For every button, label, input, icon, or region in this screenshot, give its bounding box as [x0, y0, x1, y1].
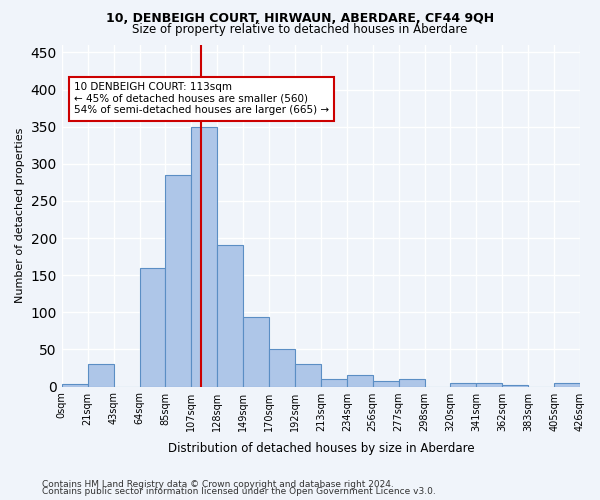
Bar [191, 126, 217, 386]
Y-axis label: Number of detached properties: Number of detached properties [15, 128, 25, 304]
Bar [88, 364, 113, 386]
Bar [398, 379, 425, 386]
Bar [62, 384, 88, 386]
Text: 10, DENBEIGH COURT, HIRWAUN, ABERDARE, CF44 9QH: 10, DENBEIGH COURT, HIRWAUN, ABERDARE, C… [106, 12, 494, 26]
Text: 10 DENBEIGH COURT: 113sqm
← 45% of detached houses are smaller (560)
54% of semi: 10 DENBEIGH COURT: 113sqm ← 45% of detac… [74, 82, 329, 116]
Bar [554, 383, 580, 386]
Bar [166, 175, 191, 386]
Bar [269, 350, 295, 387]
Bar [140, 268, 166, 386]
Text: Contains public sector information licensed under the Open Government Licence v3: Contains public sector information licen… [42, 487, 436, 496]
Bar [217, 246, 243, 386]
Bar [243, 318, 269, 386]
Text: Contains HM Land Registry data © Crown copyright and database right 2024.: Contains HM Land Registry data © Crown c… [42, 480, 394, 489]
Bar [502, 385, 528, 386]
Bar [347, 376, 373, 386]
Bar [321, 379, 347, 386]
Bar [451, 383, 476, 386]
Bar [295, 364, 321, 386]
X-axis label: Distribution of detached houses by size in Aberdare: Distribution of detached houses by size … [167, 442, 474, 455]
Bar [476, 383, 502, 386]
Text: Size of property relative to detached houses in Aberdare: Size of property relative to detached ho… [133, 22, 467, 36]
Bar [373, 382, 398, 386]
